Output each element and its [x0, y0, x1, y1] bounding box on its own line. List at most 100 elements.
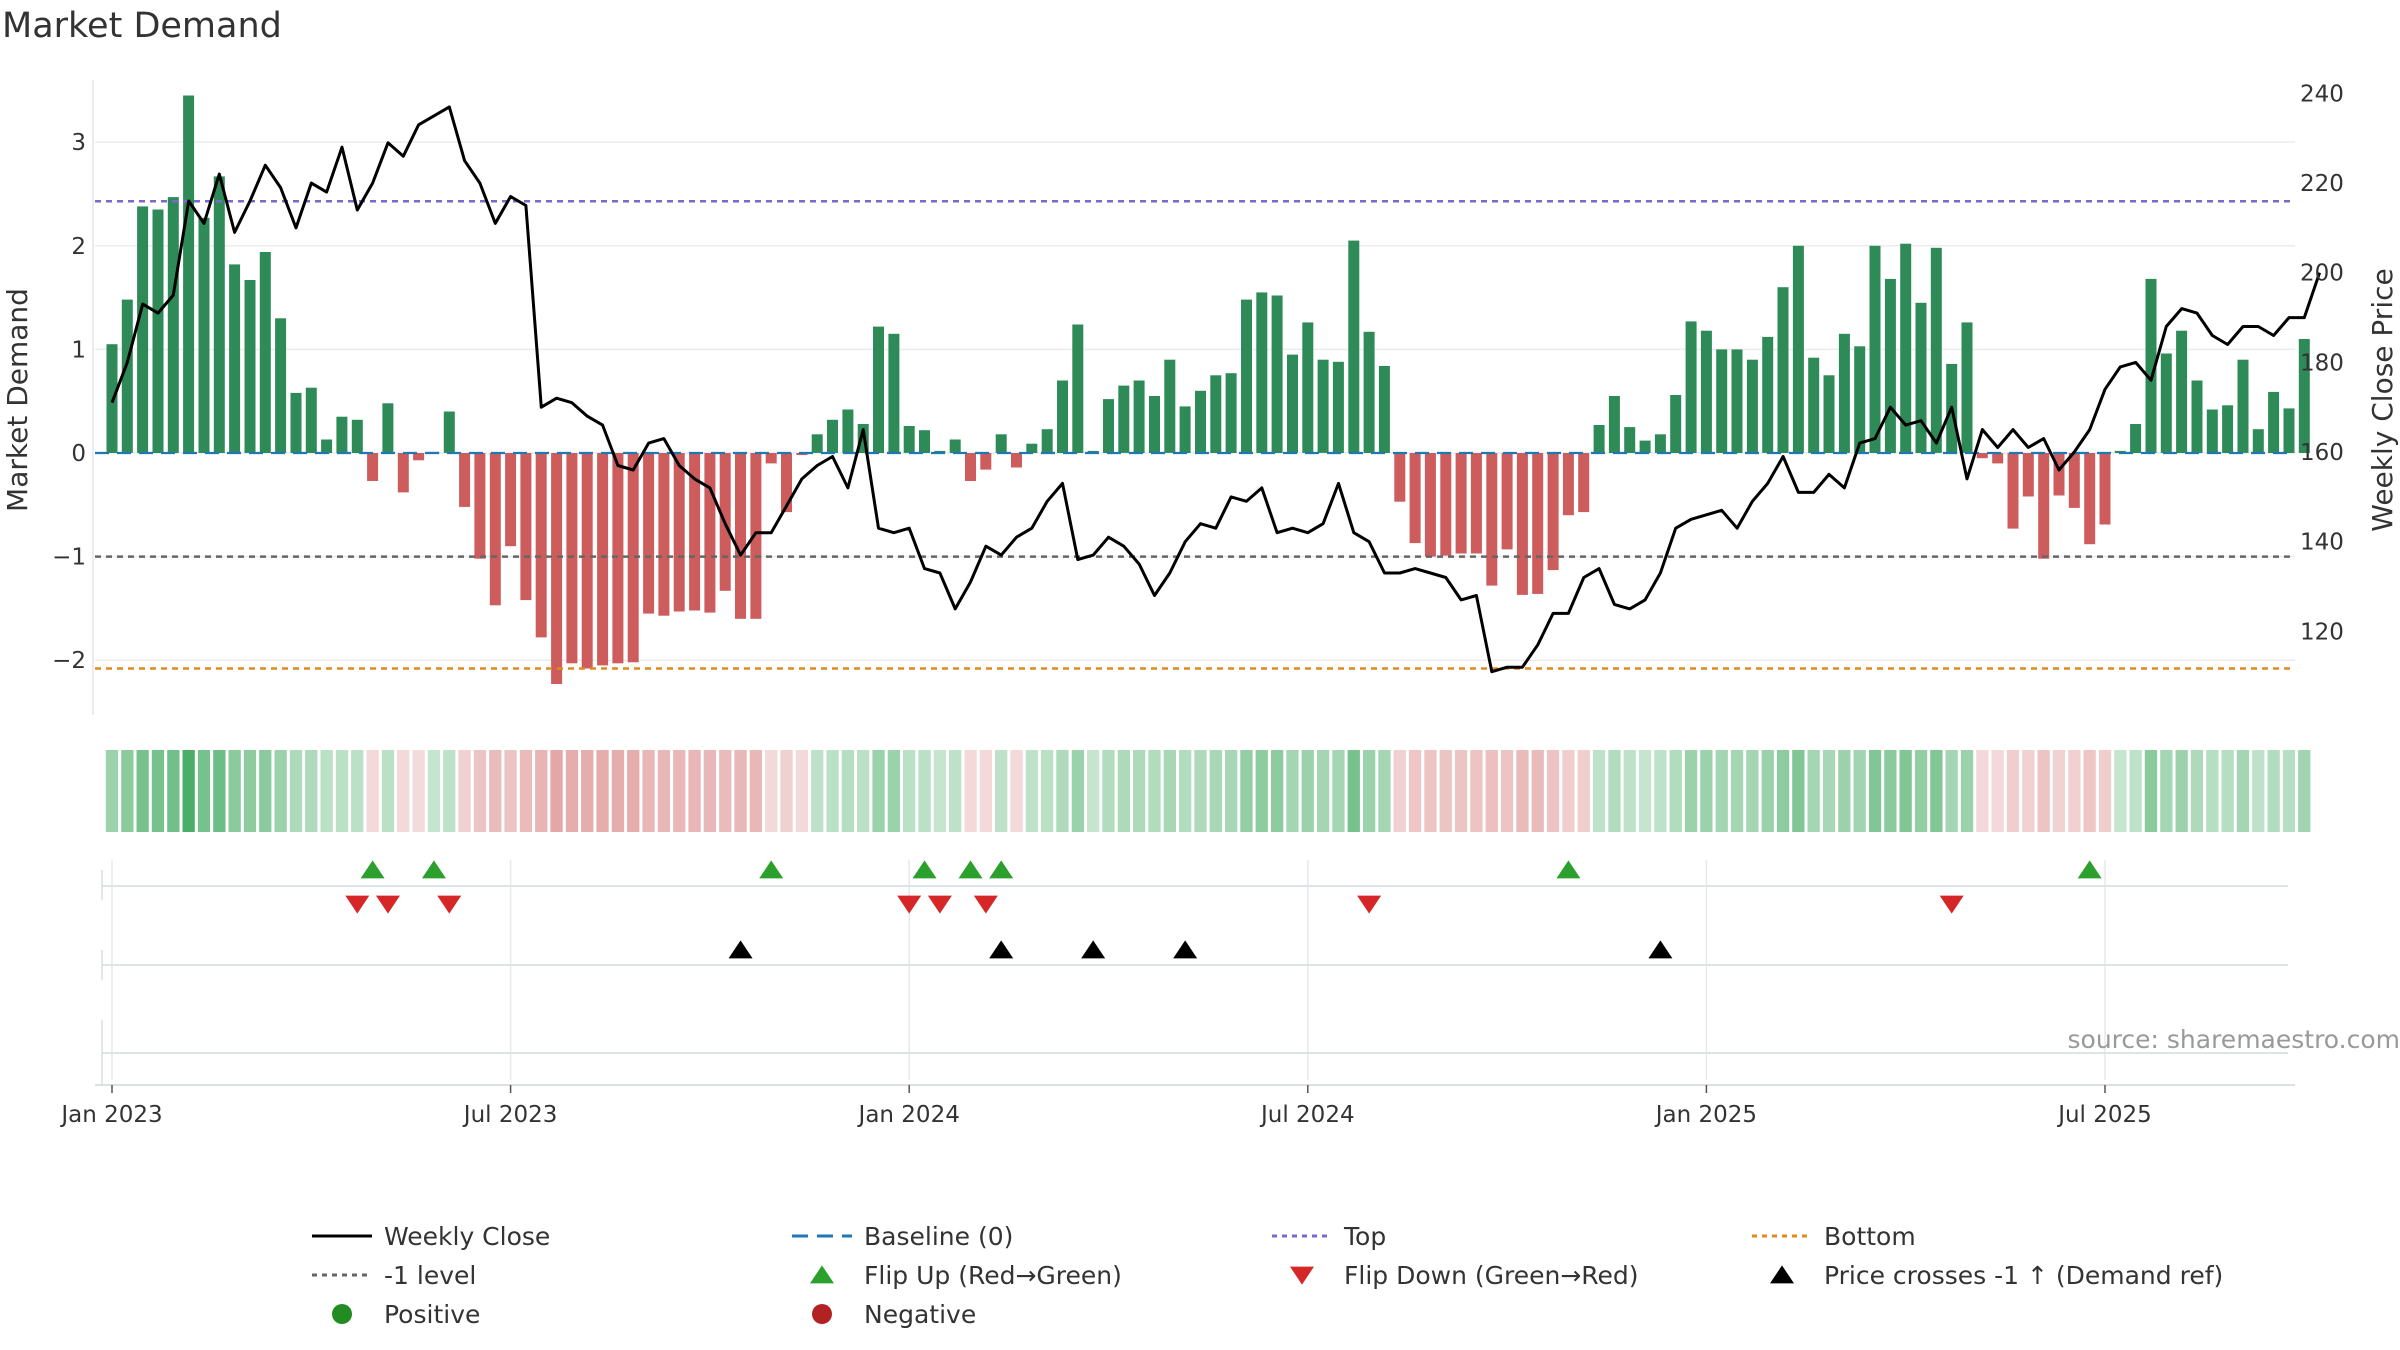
demand-bar: [229, 264, 241, 453]
demand-bar: [1409, 453, 1421, 544]
legend-triangle-swatch: [1770, 1265, 1794, 1284]
demand-bar: [2268, 391, 2280, 453]
heat-cell: [427, 750, 441, 832]
heat-cell: [151, 750, 165, 832]
demand-bar: [1593, 425, 1605, 453]
heat-cell: [1654, 750, 1667, 832]
demand-bar: [1394, 453, 1406, 502]
legend-label: Top: [1343, 1222, 1386, 1251]
heat-cell: [1010, 750, 1023, 832]
heat-cell: [1608, 750, 1621, 832]
heat-cell: [995, 750, 1008, 832]
demand-bar: [459, 453, 471, 507]
heat-cell: [1868, 750, 1882, 832]
heat-cell: [2221, 750, 2234, 832]
flip-up-marker: [958, 860, 983, 879]
heat-cell: [1133, 750, 1146, 832]
demand-bar: [1501, 453, 1513, 550]
x-tick-label: Jan 2025: [1654, 1102, 1757, 1128]
heat-cell: [1669, 750, 1682, 832]
heat-cell: [857, 750, 870, 832]
heat-cell: [1730, 750, 1744, 832]
flip-down-marker: [897, 895, 922, 914]
demand-bar: [1716, 349, 1728, 453]
flip-up-marker: [421, 860, 446, 879]
heat-cell: [1056, 750, 1069, 832]
y-left-tick-label: 1: [71, 337, 86, 363]
heat-cell: [2083, 750, 2096, 832]
y-left-tick-label: 3: [71, 130, 86, 156]
demand-bar: [1118, 385, 1130, 453]
legend-triangle-swatch: [1290, 1266, 1314, 1285]
demand-bar: [1900, 243, 1912, 453]
demand-bar: [1838, 333, 1850, 453]
heat-cell: [2267, 750, 2280, 832]
y-left-tick-label: 0: [71, 441, 86, 467]
flip-up-marker: [360, 860, 385, 879]
heat-cell: [121, 750, 134, 832]
heat-cell: [397, 750, 410, 832]
heat-cell: [1546, 750, 1560, 832]
grid-layer: [95, 141, 2295, 1086]
demand-bar: [1547, 453, 1559, 571]
heat-cell: [2252, 750, 2265, 832]
heat-cell: [1853, 750, 1866, 832]
heat-cell: [688, 750, 701, 832]
demand-bar: [1608, 396, 1620, 453]
heat-cell: [1102, 750, 1115, 832]
heat-cell: [734, 750, 747, 832]
demand-bar: [305, 387, 317, 453]
demand-bar: [443, 411, 455, 453]
flip-up-marker: [1556, 860, 1581, 879]
demand-bar: [1731, 349, 1743, 453]
heat-cell: [1286, 750, 1299, 832]
heat-cell: [535, 750, 548, 832]
demand-bar: [1792, 245, 1804, 453]
demand-bar: [873, 326, 884, 453]
demand-bar: [1992, 453, 2004, 464]
demand-bar: [2145, 278, 2157, 453]
y-right-tick-label: 200: [2300, 261, 2344, 287]
demand-bar: [919, 430, 930, 453]
flip-down-marker: [927, 895, 952, 914]
heat-cell: [2037, 750, 2050, 832]
demand-bar: [750, 453, 762, 619]
y-axis-left-label: Market Demand: [1, 288, 34, 512]
y-right-tick-label: 220: [2300, 171, 2344, 197]
signal-markers: [345, 860, 2102, 959]
demand-bar: [336, 416, 348, 453]
x-tick-label: Jan 2024: [857, 1102, 960, 1128]
heat-cell: [2282, 750, 2296, 832]
heat-cell: [1255, 750, 1268, 832]
heat-cell: [443, 750, 456, 832]
heat-cell: [841, 750, 854, 832]
demand-bar: [551, 453, 563, 684]
heat-cell: [1317, 750, 1330, 832]
demand-bar: [1854, 346, 1866, 453]
heat-cell: [1914, 750, 1928, 832]
heat-cell: [1807, 750, 1820, 832]
heat-cell: [1041, 750, 1054, 832]
heat-cell: [657, 750, 670, 832]
heat-cell: [289, 750, 303, 832]
demand-bar: [1149, 396, 1160, 453]
heat-cell: [1623, 750, 1636, 832]
demand-bar: [1516, 453, 1528, 595]
heat-cell: [274, 750, 287, 832]
heat-cell: [320, 750, 333, 832]
demand-bar: [2038, 453, 2050, 559]
heat-cell: [473, 750, 487, 832]
demand-bar: [474, 453, 486, 559]
flip-down-marker: [973, 895, 998, 914]
demand-bar: [1103, 399, 1114, 453]
heat-cell: [1976, 750, 1989, 832]
demand-bar: [1057, 380, 1068, 453]
heat-cell: [1179, 750, 1192, 832]
demand-bar: [1930, 247, 1942, 453]
heat-cell: [519, 750, 533, 832]
heat-cell: [1225, 750, 1238, 832]
demand-bar: [183, 95, 195, 453]
demand-bar: [1256, 292, 1268, 453]
demand-bar: [520, 453, 532, 601]
source-note: source: sharemaestro.com: [2068, 1025, 2400, 1054]
